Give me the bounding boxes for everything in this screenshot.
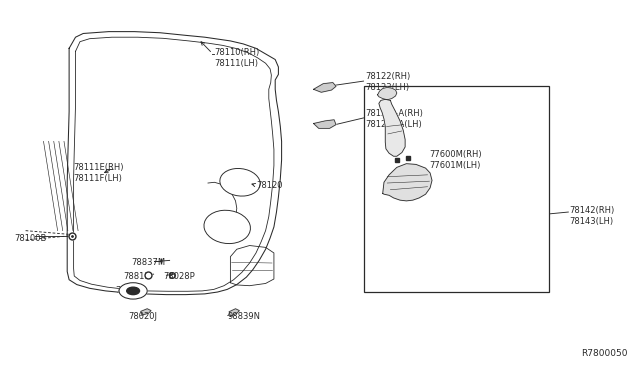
- Bar: [364, 86, 549, 292]
- Circle shape: [119, 283, 147, 299]
- Text: 78122(RH)
78123(LH): 78122(RH) 78123(LH): [365, 72, 410, 92]
- Circle shape: [127, 287, 140, 295]
- Polygon shape: [378, 87, 397, 100]
- Text: 78110(RH)
78111(LH): 78110(RH) 78111(LH): [214, 48, 260, 68]
- Ellipse shape: [204, 210, 250, 244]
- Polygon shape: [383, 164, 432, 201]
- Text: 98839N: 98839N: [227, 312, 260, 321]
- Text: 77600M(RH)
77601M(LH): 77600M(RH) 77601M(LH): [429, 150, 481, 170]
- Text: 78122+A(RH)
78123+A(LH): 78122+A(RH) 78123+A(LH): [365, 109, 422, 129]
- Text: 78837M: 78837M: [131, 258, 165, 267]
- Text: 78142(RH)
78143(LH): 78142(RH) 78143(LH): [570, 206, 615, 226]
- Text: 78028P: 78028P: [163, 272, 195, 280]
- Polygon shape: [229, 309, 239, 316]
- Polygon shape: [314, 120, 336, 128]
- Text: 78815: 78815: [123, 272, 150, 280]
- Polygon shape: [314, 83, 336, 92]
- Text: R7800050: R7800050: [580, 349, 627, 358]
- Text: 78120: 78120: [256, 182, 282, 190]
- Ellipse shape: [220, 169, 260, 196]
- Text: 78111E(RH)
78111F(LH): 78111E(RH) 78111F(LH): [74, 163, 124, 183]
- Text: 78100B: 78100B: [14, 234, 47, 243]
- Polygon shape: [379, 99, 405, 156]
- Polygon shape: [141, 309, 151, 315]
- Text: 78020J: 78020J: [128, 312, 157, 321]
- Text: 78010: 78010: [115, 286, 141, 295]
